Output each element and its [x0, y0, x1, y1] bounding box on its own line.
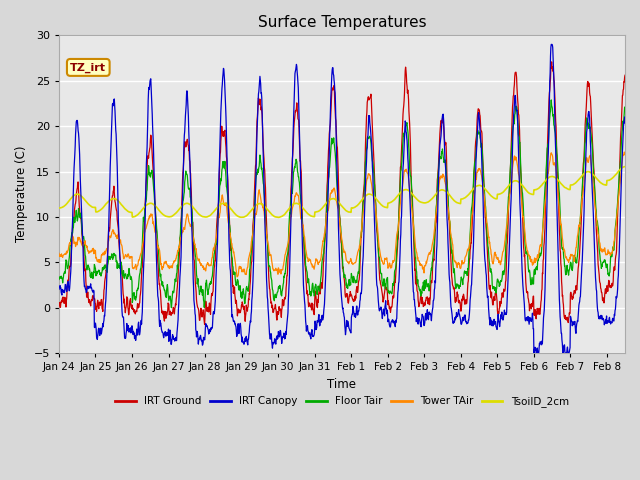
X-axis label: Time: Time: [328, 378, 356, 391]
Title: Surface Temperatures: Surface Temperatures: [258, 15, 426, 30]
Legend: IRT Ground, IRT Canopy, Floor Tair, Tower TAir, TsoilD_2cm: IRT Ground, IRT Canopy, Floor Tair, Towe…: [111, 392, 573, 411]
Text: TZ_irt: TZ_irt: [70, 62, 106, 72]
Y-axis label: Temperature (C): Temperature (C): [15, 146, 28, 242]
